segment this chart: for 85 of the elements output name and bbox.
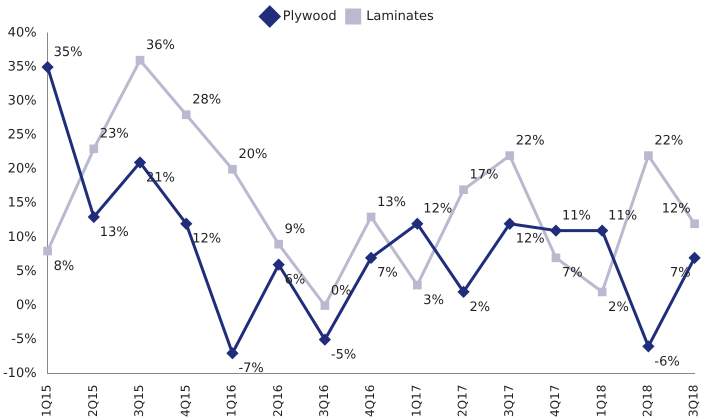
y-tick-label: 30%: [8, 94, 37, 109]
y-tick-label: 40%: [8, 25, 37, 40]
legend-label: Plywood: [282, 8, 337, 24]
data-label: 22%: [654, 134, 684, 149]
data-label: 11%: [608, 208, 638, 224]
x-tick-label: 1Q16: [224, 384, 239, 418]
x-tick-label: 3Q17: [502, 384, 516, 418]
point: [319, 334, 330, 346]
data-label: 22%: [516, 134, 545, 149]
x-tick-label: 3Q18: [686, 384, 701, 418]
data-label: 13%: [377, 194, 406, 210]
point: [689, 252, 700, 264]
data-label: 12%: [516, 232, 545, 247]
point: [412, 218, 423, 230]
y-tick-label: -5%: [11, 332, 37, 347]
point: [180, 218, 192, 230]
x-tick-label: 1Q18: [594, 384, 608, 418]
data-label: 8%: [54, 258, 74, 274]
point: [690, 219, 699, 228]
legend-label: Laminates: [366, 8, 434, 24]
data-label: 2%: [608, 300, 629, 315]
point: [274, 240, 283, 249]
point: [366, 212, 376, 222]
point: [644, 151, 653, 160]
point: [88, 211, 100, 222]
x-tick-label: 1Q17: [409, 384, 424, 418]
x-tick-label: 2Q16: [270, 384, 285, 418]
y-tick-label: 15%: [8, 196, 37, 211]
y-tick-label: -10%: [2, 366, 37, 382]
point: [43, 246, 52, 256]
point: [320, 301, 330, 310]
point: [504, 218, 516, 230]
x-tick-label: 4Q15: [178, 384, 192, 418]
data-label: 12%: [423, 202, 452, 217]
point: [228, 164, 237, 174]
data-label: 2%: [470, 300, 490, 315]
data-label: 28%: [192, 92, 222, 108]
data-label: 7%: [377, 266, 398, 281]
x-tick-label: 2Q15: [86, 384, 100, 418]
data-label: 36%: [146, 38, 175, 54]
point: [505, 151, 514, 160]
data-label: 13%: [100, 224, 129, 240]
data-label: 7%: [562, 266, 583, 281]
point: [134, 156, 146, 168]
data-label: 23%: [100, 126, 129, 142]
point: [598, 288, 606, 296]
point: [412, 280, 422, 290]
data-label: 11%: [562, 208, 591, 224]
x-tick-label: 3Q16: [317, 384, 331, 418]
point: [226, 348, 238, 359]
point: [136, 56, 144, 65]
y-tick-label: 35%: [8, 59, 37, 74]
point: [642, 340, 654, 352]
data-label: 0%: [330, 283, 352, 298]
point: [182, 110, 191, 120]
point: [552, 254, 560, 262]
data-label: 20%: [238, 147, 268, 162]
point: [89, 144, 98, 154]
x-tick-label: 4Q16: [363, 384, 378, 418]
data-label: -5%: [330, 347, 356, 362]
y-tick-label: 20%: [8, 162, 37, 177]
y-tick-label: 25%: [8, 128, 37, 143]
y-tick-label: 5%: [16, 264, 37, 279]
data-label: 12%: [662, 202, 691, 217]
data-label: 12%: [192, 232, 222, 247]
x-tick-label: 3Q15: [132, 384, 146, 418]
point: [596, 225, 608, 236]
point: [273, 259, 284, 270]
point: [42, 62, 54, 73]
y-tick-label: 10%: [8, 230, 37, 245]
point: [550, 225, 562, 236]
data-label: 17%: [470, 168, 498, 183]
x-tick-label: 4Q17: [548, 384, 562, 418]
y-tick-label: 0%: [16, 298, 37, 313]
point: [366, 252, 377, 264]
data-label: 9%: [284, 222, 306, 238]
point: [458, 286, 470, 298]
x-tick-label: 2Q18: [640, 384, 655, 418]
data-label: 35%: [54, 44, 82, 60]
point: [459, 185, 468, 194]
x-tick-label: 1Q15: [40, 384, 54, 418]
data-label: 3%: [423, 292, 444, 308]
data-label: -7%: [238, 361, 264, 376]
data-label: -6%: [654, 354, 680, 370]
x-tick-label: 2Q17: [456, 384, 470, 418]
